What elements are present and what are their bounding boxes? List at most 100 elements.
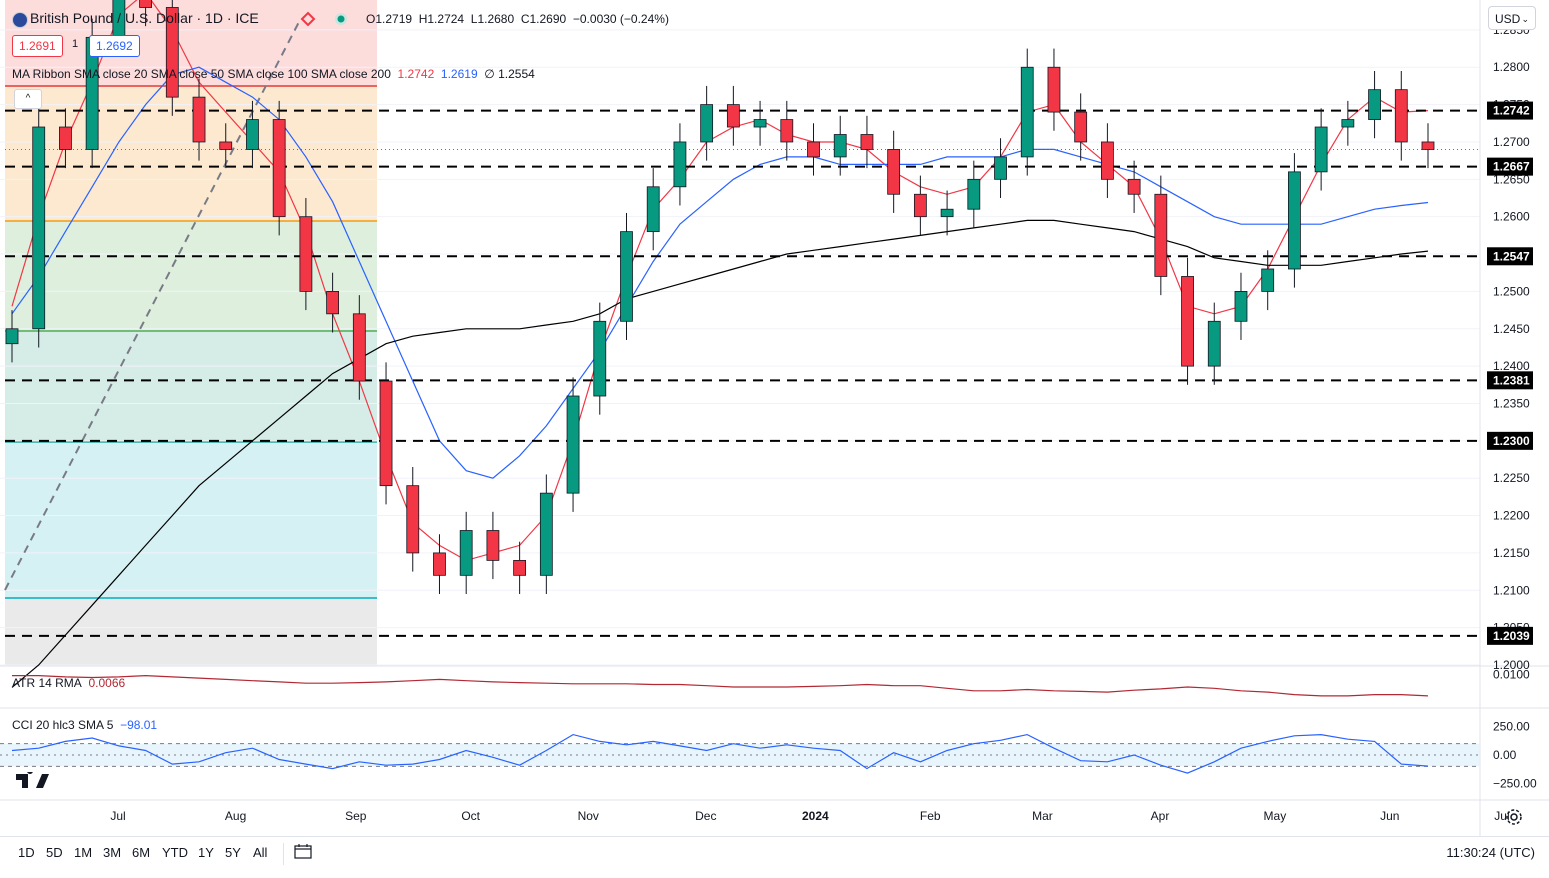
fib-zone-0	[5, 0, 377, 86]
spread-value: 1	[72, 38, 79, 50]
sma200-value: ∅ 1.2554	[484, 67, 535, 81]
atr-tick-label: 0.0100	[1493, 667, 1530, 681]
candle-body-51	[1368, 89, 1381, 120]
candle-body-40	[1074, 111, 1088, 143]
symbol-title[interactable]: British Pound / U.S. Dollar · 1D · ICE	[30, 10, 259, 26]
atr-line	[12, 674, 1429, 697]
candle-body-37	[994, 156, 1007, 180]
ma-ribbon-legend[interactable]: MA Ribbon SMA close 20 SMA close 50 SMA …	[12, 67, 535, 81]
market-status-icon	[335, 13, 347, 25]
time-tick-label: Jun	[1380, 809, 1399, 823]
candle-body-39	[1047, 66, 1061, 113]
cci-tick-label: 0.00	[1493, 748, 1517, 762]
sell-button[interactable]: 1.2691	[12, 35, 63, 57]
bottom-toolbar: 1D 5D 1M 3M 6M YTD 1Y 5Y All 11:30:24 (U…	[0, 836, 1549, 874]
price-axis[interactable]: 1.28501.28001.27501.27001.26501.26001.25…	[1493, 23, 1530, 672]
buy-button[interactable]: 1.2692	[89, 35, 140, 57]
clock-display[interactable]: 11:30:24 (UTC)	[1446, 845, 1535, 860]
price-tick-label: 1.2650	[1493, 172, 1530, 186]
candle-body-20	[539, 492, 553, 576]
range-button-1y[interactable]: 1Y	[198, 845, 214, 860]
price-tick-label: 1.2500	[1493, 284, 1530, 298]
candle-body-24	[646, 186, 660, 233]
range-button-3m[interactable]: 3M	[103, 845, 122, 860]
change-value: −0.0030 (−0.24%)	[572, 12, 669, 26]
atr-legend[interactable]: ATR 14 RMA 0.0066	[12, 676, 125, 690]
price-tick-label: 1.2200	[1493, 509, 1530, 523]
cci-pane: 250.00 0.00 −250.00	[0, 720, 1537, 790]
currency-button[interactable]: USD ⌄	[1488, 6, 1536, 30]
candle-body-5	[139, 0, 152, 8]
flag-marker-icon[interactable]	[300, 11, 316, 27]
candle-body-52	[1394, 89, 1408, 143]
range-button-ytd[interactable]: YTD	[162, 845, 188, 860]
fib-zone-1	[5, 86, 377, 221]
cci-label: CCI 20 hlc3 SMA 5	[12, 718, 114, 732]
candle-body-34	[913, 193, 927, 218]
close-value: C1.2690	[520, 12, 567, 26]
level-labels: 1.2742 1.2667 1.2547 1.2381 1.2300 1.2039	[1487, 101, 1533, 645]
candle-body-23	[620, 231, 633, 322]
currency-label: USD	[1495, 12, 1521, 26]
candle-body-32	[860, 134, 874, 150]
level-label-box	[1487, 101, 1533, 120]
price-tick-label: 1.2800	[1493, 60, 1530, 74]
range-button-5y[interactable]: 5Y	[225, 845, 241, 860]
range-button-all[interactable]: All	[253, 845, 268, 860]
range-button-1m[interactable]: 1M	[74, 845, 93, 860]
sma50-value: 1.2619	[440, 67, 478, 81]
tradingview-logo-icon[interactable]	[16, 772, 50, 790]
time-tick-label: Sep	[345, 809, 367, 823]
support-resistance-levels[interactable]	[5, 109, 1480, 637]
time-tick-label: Oct	[461, 809, 480, 823]
price-tick-label: 1.2400	[1493, 359, 1530, 373]
candle-body-25	[673, 141, 687, 188]
time-tick-label: May	[1264, 809, 1287, 823]
cci-value: −98.01	[120, 718, 158, 732]
collapse-legend-button[interactable]: ^	[14, 89, 42, 109]
candle-body-10	[272, 119, 286, 218]
time-tick-label: Feb	[920, 809, 941, 823]
candle-body-45	[1207, 320, 1221, 367]
fib-zone-2	[5, 221, 377, 331]
fib-trendline	[4, 19, 301, 591]
candle-body-30	[807, 141, 820, 158]
fib-zone-5	[5, 598, 377, 665]
range-button-1d[interactable]: 1D	[18, 845, 35, 860]
high-value: H1.2724	[418, 12, 465, 26]
sma-line-1	[11, 66, 1429, 479]
range-button-6m[interactable]: 6M	[132, 845, 151, 860]
candle-body-42	[1127, 178, 1141, 195]
chevron-down-icon: ⌄	[1521, 14, 1529, 24]
candle-body-19	[513, 559, 527, 576]
candle-body-35	[940, 208, 954, 218]
candle-body-48	[1288, 171, 1301, 270]
level-label-box	[1487, 157, 1533, 176]
gbp-usd-flag-icon	[12, 12, 28, 28]
level-label-text: 1.2742	[1493, 104, 1530, 118]
candle-body-15	[406, 485, 420, 554]
fibonacci-trendline[interactable]	[4, 19, 301, 591]
time-axis[interactable]: Jul Aug Sep Oct Nov Dec 2024 Feb Mar Apr May Jun Jul	[110, 809, 1509, 823]
fibonacci-retracement[interactable]	[5, 0, 377, 665]
calendar-icon[interactable]	[294, 843, 312, 859]
sma20-value: 1.2742	[397, 67, 435, 81]
time-tick-label: Aug	[225, 809, 246, 823]
candle-body-46	[1234, 291, 1248, 322]
price-tick-label: 1.2000	[1493, 658, 1530, 672]
candle-body-31	[833, 134, 847, 158]
candle-body-33	[887, 149, 901, 195]
price-tick-label: 1.2250	[1493, 471, 1530, 485]
candle-body-50	[1341, 119, 1355, 128]
candle-body-26	[700, 104, 714, 143]
time-tick-label: Jul	[1494, 809, 1509, 823]
range-button-5d[interactable]: 5D	[46, 845, 63, 860]
cci-legend[interactable]: CCI 20 hlc3 SMA 5 −98.01	[12, 718, 157, 732]
fib-zone-3	[5, 331, 377, 442]
candle-body-47	[1261, 268, 1275, 292]
sma-line-2	[11, 219, 1429, 688]
gear-icon[interactable]	[1505, 808, 1523, 826]
candle-body-1	[32, 126, 46, 330]
